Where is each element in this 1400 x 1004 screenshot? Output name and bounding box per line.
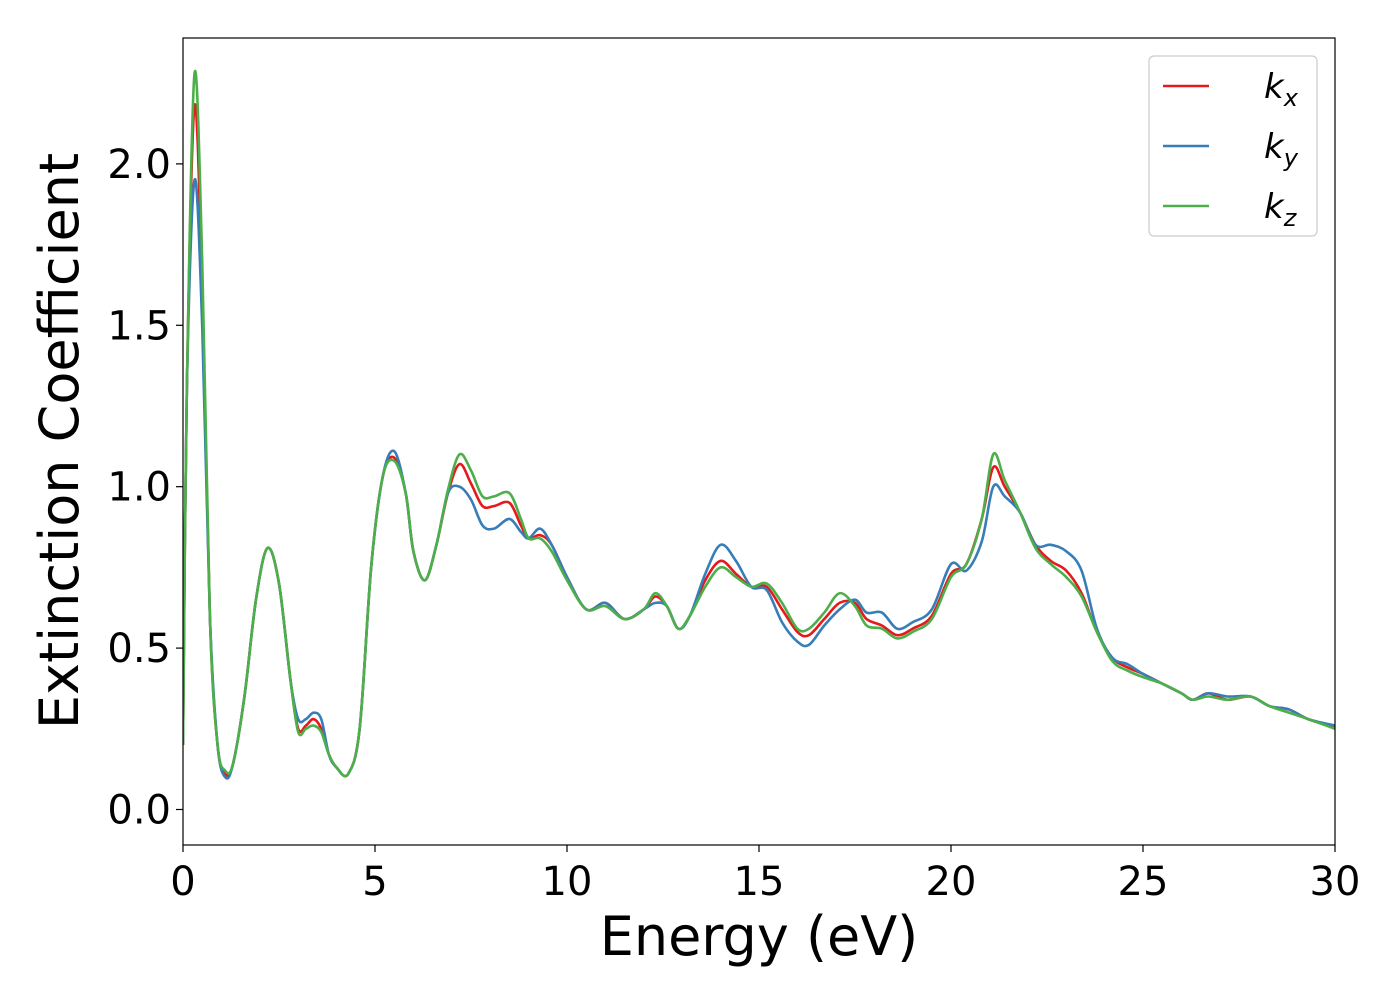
legend-label: kx — [1264, 67, 1299, 112]
legend-label: kz — [1264, 187, 1298, 232]
series-line — [183, 69, 1335, 778]
y-tick-label: 2.0 — [107, 142, 171, 188]
x-tick-label: 15 — [734, 859, 785, 905]
series-line — [183, 177, 1335, 780]
x-tick-label: 20 — [926, 859, 977, 905]
x-tick-label: 25 — [1118, 859, 1169, 905]
y-tick-label: 0.5 — [107, 626, 171, 672]
y-axis-label: Extinction Coefficient — [28, 153, 91, 729]
y-tick-label: 1.5 — [107, 303, 171, 349]
y-tick-label: 1.0 — [107, 465, 171, 511]
x-axis-label: Energy (eV) — [600, 905, 919, 968]
x-tick-label: 30 — [1310, 859, 1361, 905]
legend-label: ky — [1264, 127, 1299, 172]
y-tick-label: 0.0 — [107, 787, 171, 833]
legend-box — [1148, 55, 1318, 237]
plot-frame — [182, 37, 1336, 846]
x-tick-label: 0 — [170, 859, 195, 905]
x-tick-label: 5 — [362, 859, 387, 905]
x-tick-label: 10 — [542, 859, 593, 905]
